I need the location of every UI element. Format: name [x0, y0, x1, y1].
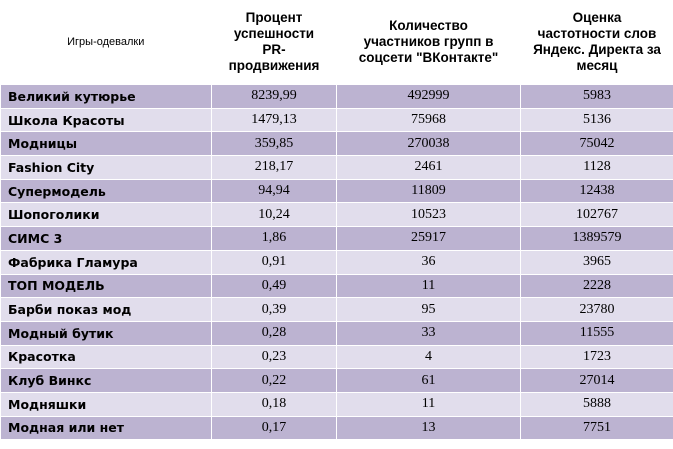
- table-row: СИМС 3 1,86 25917 1389579: [0, 226, 673, 251]
- vk-members-cell: 11: [336, 273, 521, 299]
- game-name-cell: Великий кутюрье: [0, 83, 212, 109]
- table-body: Великий кутюрье 8239,99 492999 5983 Школа Кр…: [0, 83, 673, 441]
- pr-percent-cell: 1479,13: [211, 107, 337, 133]
- header-pr-line: Процент: [245, 10, 303, 25]
- table-row: Модная или нет 0,17 13 7751: [0, 415, 673, 441]
- pr-percent-cell: 0,28: [211, 320, 337, 346]
- game-name-cell: Клуб Винкс: [0, 368, 212, 393]
- yandex-frequency-cell: 5136: [520, 107, 673, 133]
- table-row: Супермодель 94,94 11809 12438: [0, 178, 673, 204]
- header-game: Игры-одевалки: [0, 0, 212, 85]
- yandex-frequency-cell: 5983: [520, 83, 673, 109]
- table-row: Шопоголики 10,24 10523 102767: [0, 202, 673, 228]
- pr-percent-cell: 0,22: [211, 368, 337, 393]
- vk-members-cell: 11: [336, 391, 521, 417]
- game-name-cell: Супермодель: [0, 178, 212, 204]
- pr-percent-cell: 0,23: [211, 344, 337, 370]
- vk-members-cell: 36: [336, 249, 521, 275]
- pr-percent-cell: 10,24: [211, 202, 337, 228]
- table-row: Барби показ мод 0,39 95 23780: [0, 297, 673, 322]
- game-name-cell: ТОП МОДЕЛЬ: [0, 273, 212, 299]
- vk-members-cell: 11809: [336, 178, 521, 204]
- header-yandex-line: Оценка: [572, 10, 622, 25]
- vk-members-cell: 33: [336, 320, 521, 346]
- pr-percent-cell: 8239,99: [211, 83, 337, 109]
- yandex-frequency-cell: 27014: [520, 368, 673, 393]
- pr-percent-cell: 1,86: [211, 226, 337, 251]
- game-name-cell: Барби показ мод: [0, 297, 212, 322]
- pr-percent-cell: 0,39: [211, 297, 337, 322]
- table-row: Школа Красоты 1479,13 75968 5136: [0, 107, 673, 133]
- header-vk-line: Количество: [389, 18, 468, 33]
- pr-percent-cell: 359,85: [211, 131, 337, 157]
- vk-members-cell: 61: [336, 368, 521, 393]
- pr-percent-cell: 218,17: [211, 155, 337, 180]
- table-row: Фабрика Гламура 0,91 36 3965: [0, 249, 673, 275]
- vk-members-cell: 10523: [336, 202, 521, 228]
- yandex-frequency-cell: 5888: [520, 391, 673, 417]
- yandex-frequency-cell: 1389579: [520, 226, 673, 251]
- yandex-frequency-cell: 1128: [520, 155, 673, 180]
- header-pr-line: PR-: [262, 42, 286, 57]
- header-yandex-line: частотности слов: [537, 26, 657, 41]
- vk-members-cell: 75968: [336, 107, 521, 133]
- game-name-cell: Красотка: [0, 344, 212, 370]
- header-yandex-frequency: Оценка частотности слов Яндекс. Директа …: [520, 0, 673, 85]
- table-row: Модницы 359,85 270038 75042: [0, 131, 673, 157]
- header-vk-line: соцсети "ВКонтакте": [358, 50, 499, 65]
- pr-percent-cell: 0,18: [211, 391, 337, 417]
- header-yandex-line: месяц: [576, 58, 618, 73]
- header-vk-line: участников групп в: [363, 34, 494, 49]
- table-row: Красотка 0,23 4 1723: [0, 344, 673, 370]
- header-pr-line: успешности: [233, 26, 315, 41]
- pr-percent-cell: 94,94: [211, 178, 337, 204]
- vk-members-cell: 492999: [336, 83, 521, 109]
- table-row: Fashion City 218,17 2461 1128: [0, 155, 673, 180]
- header-pr-line: продвижения: [228, 58, 320, 73]
- game-name-cell: Модный бутик: [0, 320, 212, 346]
- header-vk-members: Количество участников групп в соцсети "В…: [336, 0, 521, 85]
- header-pr-success: Процент успешности PR- продвижения: [211, 0, 337, 85]
- yandex-frequency-cell: 11555: [520, 320, 673, 346]
- pr-percent-cell: 0,91: [211, 249, 337, 275]
- vk-members-cell: 4: [336, 344, 521, 370]
- yandex-frequency-cell: 102767: [520, 202, 673, 228]
- yandex-frequency-cell: 75042: [520, 131, 673, 157]
- game-name-cell: СИМС 3: [0, 226, 212, 251]
- table-row: ТОП МОДЕЛЬ 0,49 11 2228: [0, 273, 673, 299]
- vk-members-cell: 13: [336, 415, 521, 441]
- vk-members-cell: 95: [336, 297, 521, 322]
- yandex-frequency-cell: 2228: [520, 273, 673, 299]
- game-name-cell: Шопоголики: [0, 202, 212, 228]
- table-header-row: Игры-одевалки Процент успешности PR- про…: [0, 0, 673, 85]
- yandex-frequency-cell: 23780: [520, 297, 673, 322]
- game-name-cell: Модницы: [0, 131, 212, 157]
- game-name-cell: Фабрика Гламура: [0, 249, 212, 275]
- game-name-cell: Модная или нет: [0, 415, 212, 441]
- yandex-frequency-cell: 1723: [520, 344, 673, 370]
- table-row: Модняшки 0,18 11 5888: [0, 391, 673, 417]
- yandex-frequency-cell: 7751: [520, 415, 673, 441]
- table-row: Клуб Винкс 0,22 61 27014: [0, 368, 673, 393]
- game-name-cell: Модняшки: [0, 391, 212, 417]
- game-name-cell: Школа Красоты: [0, 107, 212, 133]
- yandex-frequency-cell: 3965: [520, 249, 673, 275]
- yandex-frequency-cell: 12438: [520, 178, 673, 204]
- pr-percent-cell: 0,17: [211, 415, 337, 441]
- game-name-cell: Fashion City: [0, 155, 212, 180]
- header-yandex-line: Яндекс. Директа за: [533, 42, 661, 57]
- table-row: Модный бутик 0,28 33 11555: [0, 320, 673, 346]
- header-game-line: Игры-одевалки: [67, 36, 145, 48]
- vk-members-cell: 2461: [336, 155, 521, 180]
- vk-members-cell: 25917: [336, 226, 521, 251]
- table-row: Великий кутюрье 8239,99 492999 5983: [0, 83, 673, 109]
- pr-percent-cell: 0,49: [211, 273, 337, 299]
- vk-members-cell: 270038: [336, 131, 521, 157]
